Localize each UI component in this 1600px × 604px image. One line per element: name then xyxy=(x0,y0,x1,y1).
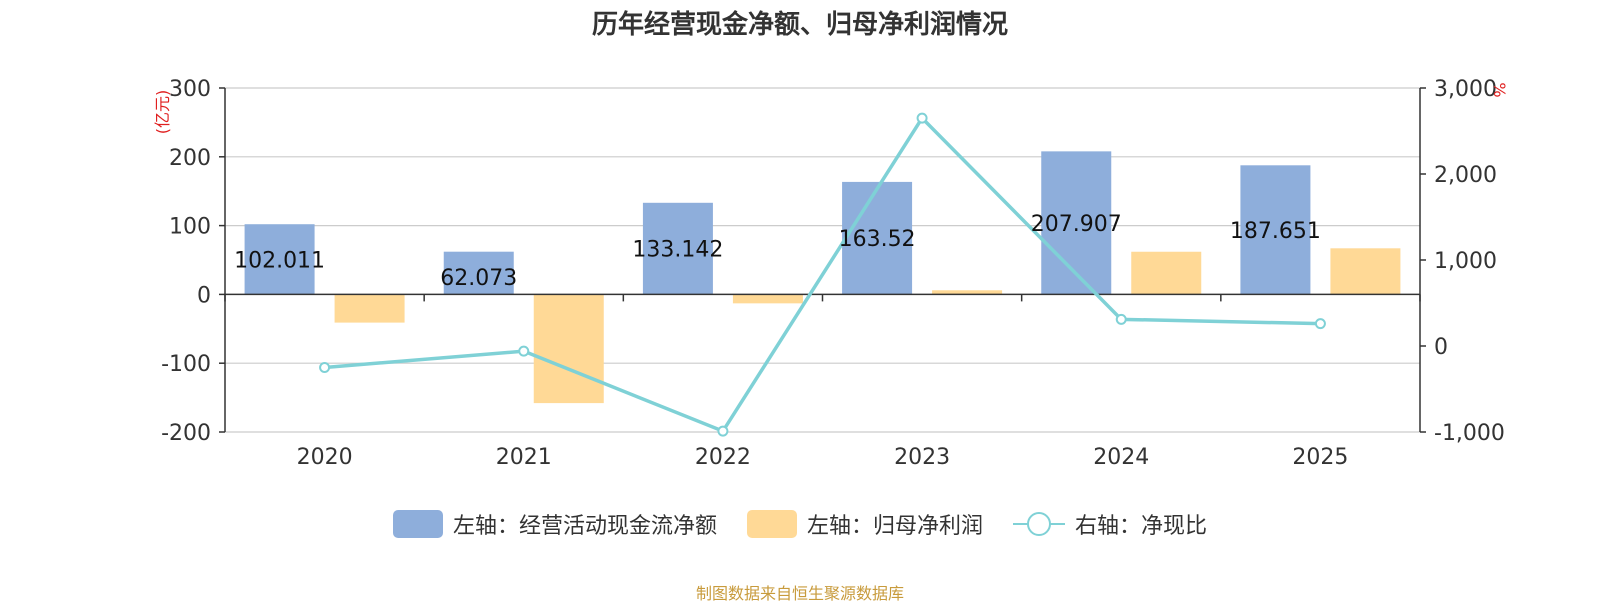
left-axis-unit: (亿元) xyxy=(153,90,172,135)
cash-flow-bar xyxy=(244,224,315,295)
cash-flow-data-label: 133.142 xyxy=(632,238,723,263)
net-cash-ratio-point xyxy=(916,112,928,124)
cash-flow-data-label: 187.651 xyxy=(1230,219,1321,244)
net-cash-ratio-point xyxy=(319,362,331,373)
left-tick-label: 300 xyxy=(169,77,211,102)
right-axis-unit: % xyxy=(1490,82,1509,97)
cash-flow-data-label: 207.907 xyxy=(1031,212,1122,237)
legend: 左轴：经营活动现金流净额 左轴：归母净利润 右轴：净现比 xyxy=(0,508,1600,540)
net-cash-ratio-point xyxy=(717,425,729,437)
chart-canvas: 300 200 100 0 -100 -200 3,000 2,000 1,000 0 -1,000… xyxy=(153,77,1509,470)
source-note: 制图数据来自恒生聚源数据库 xyxy=(695,584,904,603)
net-profit-bar xyxy=(334,294,405,323)
net-profit-bar xyxy=(533,294,604,404)
x-tick-label: 2021 xyxy=(496,445,552,470)
cash-flow-data-label: 62.073 xyxy=(440,266,517,291)
chart-title: 历年经营现金净额、归母净利润情况 xyxy=(591,10,1008,40)
net-profit-bar xyxy=(1131,251,1202,295)
left-tick-label: 200 xyxy=(169,146,211,171)
cash-flow-bar xyxy=(1240,165,1311,295)
x-tick-label: 2025 xyxy=(1292,445,1348,470)
left-tick-label: -200 xyxy=(161,421,211,446)
cash-flow-bar xyxy=(443,251,514,295)
cash-flow-bar xyxy=(1041,151,1112,295)
legend-line-swatch xyxy=(1013,510,1065,538)
net-cash-ratio-line xyxy=(324,115,1321,434)
legend-item[interactable]: 左轴：经营活动现金流净额 xyxy=(392,508,717,540)
right-tick-label: 0 xyxy=(1434,335,1448,360)
legend-item[interactable]: 左轴：归母净利润 xyxy=(746,508,983,540)
right-tick-label: -1,000 xyxy=(1434,421,1505,446)
cash-flow-data-label: 102.011 xyxy=(234,248,325,273)
left-tick-label: -100 xyxy=(161,352,211,377)
cash-flow-data-label: 163.52 xyxy=(839,227,916,252)
legend-label: 左轴：经营活动现金流净额 xyxy=(452,514,717,539)
net-cash-ratio-point xyxy=(518,345,530,357)
right-tick-label: 2,000 xyxy=(1434,163,1497,188)
x-tick-label: 2023 xyxy=(894,445,950,470)
cash-flow-bar xyxy=(642,202,713,295)
net-cash-ratio-point xyxy=(1115,313,1127,325)
legend-label: 右轴：净现比 xyxy=(1075,514,1208,539)
net-profit-bar xyxy=(732,294,803,304)
cash-flow-bar xyxy=(842,181,913,295)
right-tick-label: 3,000 xyxy=(1434,77,1497,102)
x-tick-label: 2024 xyxy=(1093,445,1149,470)
x-tick-label: 2022 xyxy=(695,445,751,470)
net-profit-bar xyxy=(1330,248,1401,295)
left-tick-label: 100 xyxy=(169,215,211,240)
legend-item[interactable]: 右轴：净现比 xyxy=(1013,508,1207,540)
legend-bar-swatch xyxy=(746,510,797,538)
right-tick-label: 1,000 xyxy=(1434,249,1497,274)
legend-bar-swatch xyxy=(392,510,443,538)
net-profit-bar xyxy=(932,290,1003,295)
legend-label: 左轴：归母净利润 xyxy=(806,514,983,539)
net-cash-ratio-point xyxy=(1314,318,1326,330)
x-tick-label: 2020 xyxy=(297,445,353,470)
left-tick-label: 0 xyxy=(197,283,211,308)
